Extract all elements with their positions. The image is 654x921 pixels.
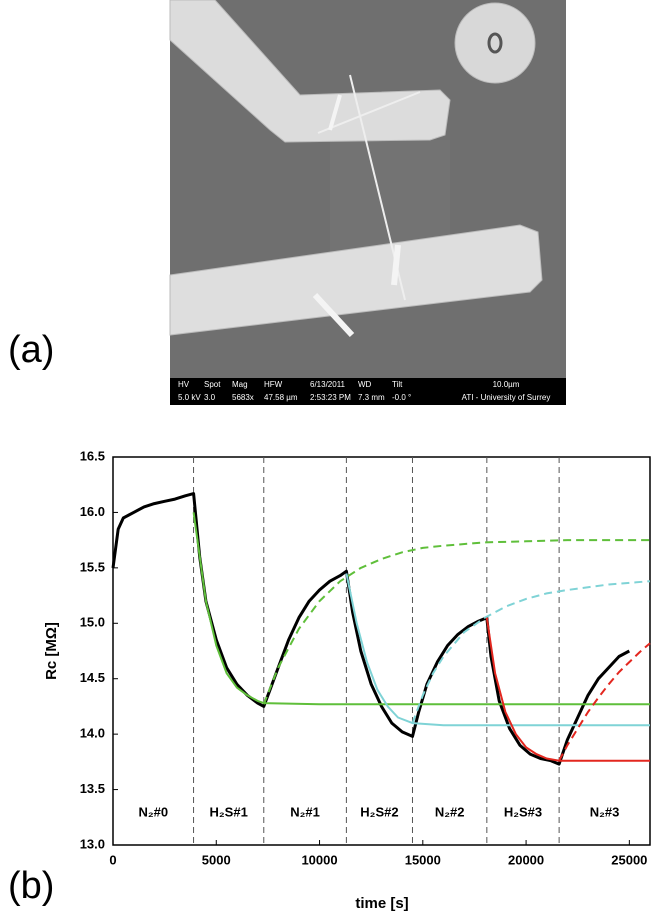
info-value: 47.58 µm (264, 393, 298, 402)
disc-hole (487, 32, 503, 54)
info-value: ATI - University of Surrey (462, 393, 551, 402)
x-axis-label: time [s] (355, 895, 408, 912)
nanowire (312, 292, 355, 338)
phase-label: N₂#3 (590, 804, 620, 819)
info-label: WD (358, 380, 372, 389)
info-value: -0.0 ° (392, 393, 411, 402)
phase-label: H₂S#2 (360, 804, 398, 819)
y-tick-label: 13.5 (80, 781, 105, 796)
info-label: 6/13/2011 (310, 380, 346, 389)
phase-label: N₂#2 (435, 804, 465, 819)
x-tick-label: 0 (109, 852, 116, 867)
plot: 13.0 13.5 14.0 14.5 15.0 15.5 16.0 16.5 0 5000 100… (80, 448, 651, 867)
y-tick-label: 16.0 (80, 504, 105, 519)
nanowire (317, 91, 421, 134)
info-label: HFW (264, 380, 283, 389)
phase-label: N₂#0 (138, 804, 168, 819)
fit-line (345, 573, 650, 727)
x-tick-label: 5000 (202, 852, 231, 867)
info-value: 2:53:23 PM (310, 393, 351, 402)
nanowire (328, 94, 342, 131)
disc (454, 2, 536, 84)
y-tick-label: 16.5 (80, 448, 105, 463)
y-axis-label: Rc [MΩ] (43, 622, 60, 680)
info-value: 5683x (232, 393, 254, 402)
info-label: Tilt (392, 380, 403, 389)
phase-label: N₂#1 (290, 804, 320, 819)
panel-label: (a) (8, 329, 54, 371)
info-bar (170, 378, 566, 405)
fit-line (411, 580, 651, 724)
y-tick-label: 13.0 (80, 836, 105, 851)
bottom-electrode (169, 224, 543, 336)
panel-label: (b) (8, 865, 54, 907)
info-label: HV (178, 380, 190, 389)
info-value: 3.0 (204, 393, 216, 402)
fit-line (558, 642, 651, 762)
x-tick-label: 25000 (611, 852, 647, 867)
top-electrode (169, 0, 451, 143)
plot-frame (112, 456, 651, 846)
sem-image (169, 0, 566, 405)
y-tick-label: 15.0 (80, 615, 105, 630)
fit-line (262, 539, 650, 705)
x-tick-label: 10000 (301, 852, 337, 867)
y-tick-label: 14.5 (80, 670, 105, 685)
x-tick-label: 15000 (405, 852, 441, 867)
phase-label: H₂S#3 (504, 804, 542, 819)
y-tick-label: 15.5 (80, 559, 105, 574)
phase-label: H₂S#1 (210, 804, 248, 819)
info-value: 5.0 kV (178, 393, 201, 402)
fit-line (485, 617, 650, 762)
info-label: Spot (204, 380, 221, 389)
x-tick-label: 20000 (508, 852, 544, 867)
y-tick-label: 14.0 (80, 726, 105, 741)
info-value: 7.3 mm (358, 393, 385, 402)
fit-line (192, 512, 650, 706)
info-label: 10.0µm (493, 380, 520, 389)
data-line (111, 492, 631, 766)
nanowire (391, 244, 401, 286)
info-label: Mag (232, 380, 248, 389)
